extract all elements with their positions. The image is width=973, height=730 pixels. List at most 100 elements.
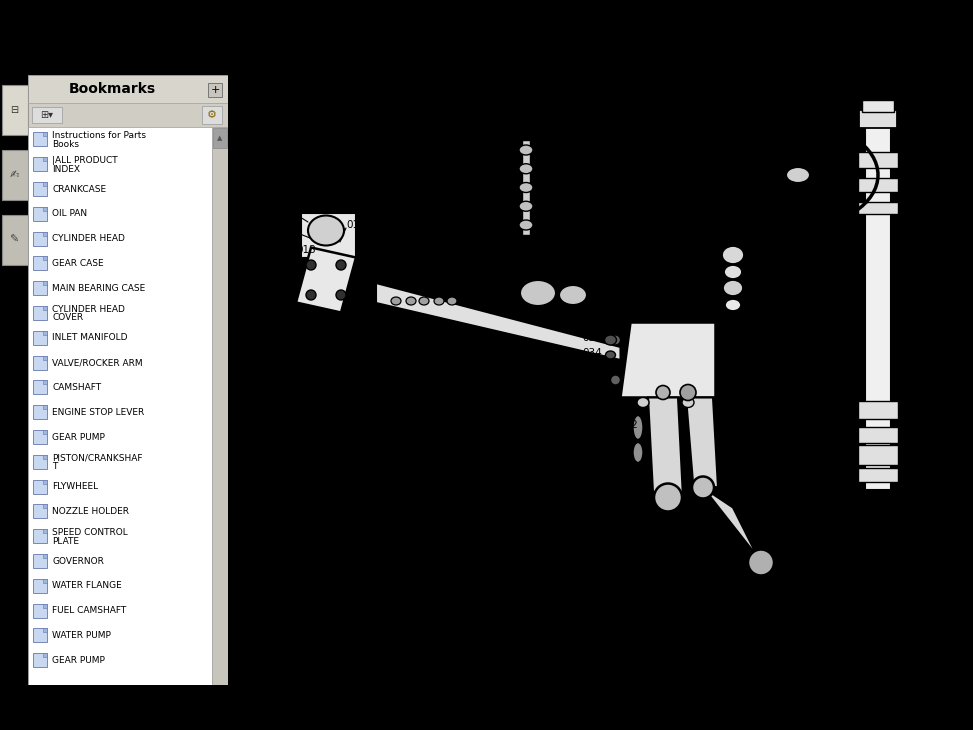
Bar [43, 132, 47, 137]
Ellipse shape [692, 477, 714, 499]
Bar [33, 306, 47, 320]
Ellipse shape [654, 483, 682, 512]
Text: COVER: COVER [52, 313, 83, 323]
Text: PISTON/CRANKSHAF: PISTON/CRANKSHAF [52, 453, 142, 463]
Bar [33, 504, 47, 518]
Text: 040: 040 [625, 182, 643, 192]
Text: MAIN BEARING CASE: MAIN BEARING CASE [52, 284, 145, 293]
Bar [33, 629, 47, 642]
Bar [2, 150, 28, 200]
Text: 014: 014 [346, 220, 366, 230]
Text: 035: 035 [720, 360, 740, 370]
Bar [33, 554, 47, 568]
Ellipse shape [519, 164, 533, 174]
Bar [858, 445, 898, 465]
Ellipse shape [520, 280, 556, 306]
Text: 012: 012 [908, 455, 927, 465]
Bar [32, 107, 62, 123]
Polygon shape [621, 323, 715, 398]
Text: ⊟: ⊟ [10, 105, 18, 115]
Bar [2, 215, 28, 265]
Ellipse shape [724, 265, 742, 279]
Bar [28, 75, 228, 103]
Text: 025: 025 [720, 343, 740, 353]
Ellipse shape [519, 182, 533, 193]
Polygon shape [376, 283, 621, 360]
Polygon shape [703, 488, 763, 567]
Ellipse shape [637, 398, 649, 407]
Bar [33, 157, 47, 172]
Text: 9: 9 [536, 171, 542, 180]
Text: 036: 036 [623, 132, 641, 142]
Bar [858, 178, 898, 192]
Text: 010: 010 [720, 380, 740, 390]
Bar [43, 281, 47, 285]
Bar [33, 281, 47, 295]
Text: 022: 022 [424, 256, 441, 266]
Bar [43, 504, 47, 508]
Bar [858, 401, 898, 419]
Text: 030: 030 [908, 480, 927, 490]
Ellipse shape [748, 550, 774, 575]
Bar [33, 380, 47, 394]
Bar [301, 212, 356, 258]
Bar [858, 427, 898, 443]
Bar [28, 103, 228, 127]
Text: CRANKCASE: CRANKCASE [52, 185, 106, 193]
Bar [43, 331, 47, 335]
Text: Books: Books [52, 140, 79, 149]
Bar [862, 100, 894, 112]
Ellipse shape [682, 398, 694, 407]
Text: 006: 006 [703, 200, 723, 210]
Bar [43, 629, 47, 632]
Text: 015: 015 [404, 272, 422, 282]
Bar [43, 604, 47, 607]
Bar [208, 83, 222, 97]
Bar [43, 455, 47, 458]
Bar [43, 380, 47, 385]
Text: 009: 009 [703, 220, 723, 230]
Bar [43, 529, 47, 533]
Text: 026: 026 [723, 401, 742, 410]
Ellipse shape [605, 351, 616, 359]
Text: 43: 43 [536, 210, 548, 220]
Bar [33, 653, 47, 667]
Bar [33, 579, 47, 593]
Ellipse shape [722, 246, 744, 264]
Text: 016: 016 [268, 195, 288, 205]
Bar [33, 356, 47, 369]
Text: 039: 039 [903, 125, 922, 135]
Text: FUEL CAMSHAFT: FUEL CAMSHAFT [52, 606, 126, 615]
Text: WATER PUMP: WATER PUMP [52, 631, 111, 640]
Bar [33, 132, 47, 147]
Text: 004: 004 [453, 185, 473, 195]
Bar [858, 202, 898, 214]
Polygon shape [296, 247, 356, 312]
Text: 032: 032 [618, 420, 637, 431]
Text: ▲: ▲ [217, 135, 223, 141]
Text: INLET MANIFOLD: INLET MANIFOLD [52, 334, 127, 342]
Text: OIL PAN: OIL PAN [52, 210, 88, 218]
Bar [33, 182, 47, 196]
Ellipse shape [336, 260, 346, 270]
Bar [43, 306, 47, 310]
Polygon shape [686, 398, 718, 488]
Text: GEAR CASE: GEAR CASE [52, 259, 104, 268]
Text: ⊞▾: ⊞▾ [41, 110, 54, 120]
Bar [859, 110, 897, 128]
Bar [212, 127, 228, 685]
Bar [33, 529, 47, 543]
Text: 028: 028 [740, 400, 760, 410]
Bar [522, 140, 530, 235]
Text: CYLINDER HEAD: CYLINDER HEAD [52, 305, 125, 314]
Text: 001: 001 [460, 125, 480, 135]
Text: 038: 038 [642, 145, 661, 155]
Bar [213, 128, 227, 148]
Text: 008: 008 [903, 405, 922, 415]
Bar [33, 207, 47, 220]
Text: 019: 019 [388, 256, 405, 266]
Text: GOVERNOR: GOVERNOR [52, 556, 104, 566]
Ellipse shape [447, 297, 457, 305]
Bar [43, 430, 47, 434]
Ellipse shape [633, 415, 643, 439]
